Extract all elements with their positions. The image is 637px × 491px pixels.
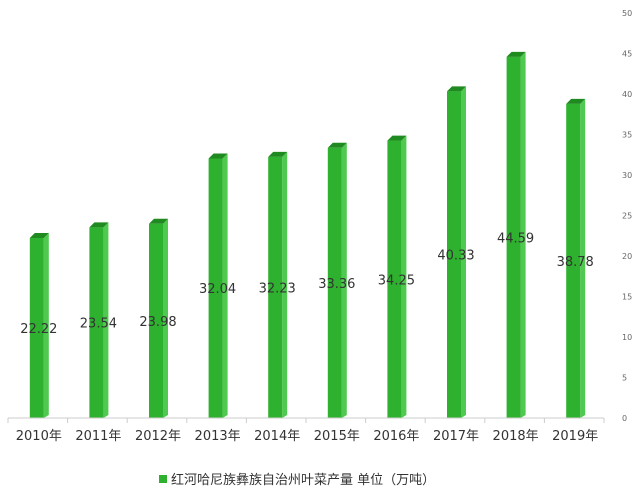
- bar-2014年: [268, 151, 288, 418]
- x-ticks-layer: 2010年 2011年 2012年 2013年 2014年 2015年 2016年 2017年…: [7, 418, 605, 444]
- x-tick-label: 2016年: [373, 429, 419, 444]
- bar-top: [566, 98, 586, 104]
- data-label: 38.78: [557, 255, 594, 270]
- bar-side: [282, 151, 288, 418]
- y-tick-label: 5: [622, 374, 627, 383]
- bar-front: [268, 156, 283, 418]
- bar-top: [387, 135, 407, 141]
- bar-front: [447, 91, 461, 419]
- y-tick-label: 50: [622, 9, 632, 18]
- bar-top: [268, 151, 288, 157]
- bar-side: [103, 222, 109, 418]
- bar-top: [506, 51, 526, 57]
- bar-top: [327, 142, 347, 148]
- y-tick-label: 45: [622, 50, 632, 59]
- y-tick-label: 20: [622, 252, 632, 261]
- data-label: 23.54: [80, 317, 117, 332]
- y-tick-label: 10: [622, 333, 632, 342]
- x-tick-label: 2015年: [314, 429, 360, 444]
- x-tick-label: 2010年: [16, 429, 62, 444]
- y-axis-ticks: 0 5 10 15 20 25 30 35 40 45 50: [622, 9, 632, 423]
- x-tick-label: 2011年: [75, 429, 121, 444]
- y-tick-label: 30: [622, 171, 632, 180]
- x-tick-label: 2019年: [552, 429, 598, 444]
- x-tick-label: 2013年: [195, 429, 241, 444]
- bar-side: [580, 98, 586, 418]
- y-tick-label: 40: [622, 90, 632, 99]
- bar-2013年: [208, 153, 228, 418]
- bar-front: [149, 223, 163, 418]
- data-label: 44.59: [497, 231, 534, 246]
- bar-2012年: [149, 218, 168, 418]
- bar-top: [89, 222, 109, 228]
- data-labels-layer: 22.22 23.54 23.98 32.04 32.23 33.36 34.25 40.33…: [20, 231, 594, 337]
- y-tick-label: 25: [622, 212, 632, 221]
- bar-top: [208, 153, 228, 159]
- y-tick-label: 15: [622, 293, 632, 302]
- bar-front: [506, 56, 521, 419]
- bar-2016年: [387, 135, 407, 418]
- data-label: 40.33: [437, 249, 474, 264]
- bar-front: [208, 158, 223, 418]
- bar-top: [29, 233, 49, 239]
- legend-label: 红河哈尼族彝族自治州叶菜产量 单位（万吨）: [171, 472, 435, 488]
- bar-side: [163, 218, 168, 418]
- bar-front: [29, 238, 44, 418]
- bar-side: [43, 233, 49, 418]
- y-tick-label: 35: [622, 131, 632, 140]
- bar-2015年: [327, 142, 347, 418]
- data-label: 32.23: [259, 281, 296, 296]
- bar-top: [447, 86, 466, 92]
- bar-front: [327, 147, 342, 418]
- bar-front: [89, 227, 104, 418]
- legend: 红河哈尼族彝族自治州叶菜产量 单位（万吨）: [159, 472, 435, 488]
- bar-2018年: [506, 51, 526, 419]
- bar-top: [149, 218, 168, 224]
- bar-2011年: [89, 222, 109, 418]
- bars-layer: [29, 51, 586, 419]
- data-label: 23.98: [139, 315, 176, 330]
- bar-side: [341, 142, 347, 418]
- bar-side: [461, 86, 466, 419]
- x-tick-label: 2017年: [433, 429, 479, 444]
- bar-side: [222, 153, 228, 418]
- bar-2010年: [29, 233, 49, 418]
- bar-front: [387, 140, 402, 418]
- bar-side: [520, 51, 526, 419]
- y-tick-label: 0: [622, 414, 627, 423]
- data-label: 32.04: [199, 282, 236, 297]
- data-label: 34.25: [378, 273, 415, 288]
- x-tick-label: 2018年: [493, 429, 539, 444]
- bar-front: [566, 103, 581, 419]
- data-label: 33.36: [318, 277, 355, 292]
- x-tick-label: 2014年: [254, 429, 300, 444]
- bar-side: [401, 135, 407, 418]
- data-label: 22.22: [20, 322, 57, 337]
- x-tick-label: 2012年: [135, 429, 181, 444]
- legend-swatch: [159, 475, 167, 483]
- bar-2019年: [566, 98, 586, 419]
- bar-2017年: [447, 86, 466, 419]
